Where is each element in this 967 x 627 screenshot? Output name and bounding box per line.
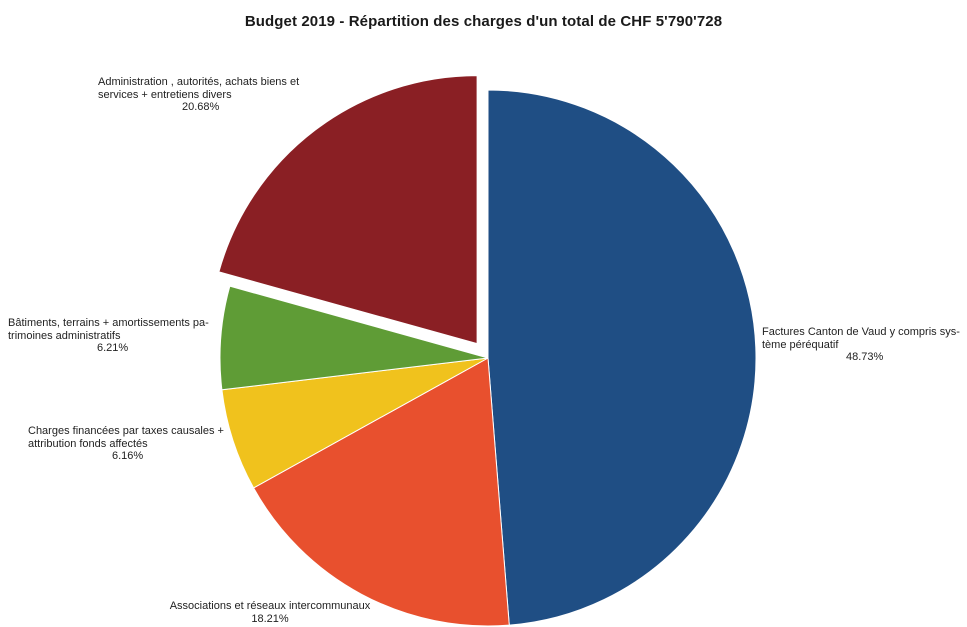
pie-slice-batiments	[219, 285, 489, 391]
pie-slice-associations	[252, 357, 510, 627]
pie-slice-administration	[218, 75, 478, 345]
pie-slice-canton-vaud	[487, 89, 757, 626]
slice-label-line: Factures Canton de Vaud y compris sys-	[762, 326, 960, 338]
slice-label-line: Charges financées par taxes causales +	[28, 425, 224, 437]
slice-label-line: Bâtiments, terrains + amortissements pa-	[8, 317, 209, 329]
slice-label-line: services + entretiens divers	[98, 88, 232, 101]
slice-label-canton-vaud: Factures Canton de Vaud y compris sys- t…	[762, 326, 962, 364]
slice-percent: 18.21%	[251, 612, 289, 625]
slice-label-line: attribution fonds affectés	[28, 437, 148, 450]
slice-percent: 6.21%	[97, 342, 129, 354]
slice-percent: 48.73%	[846, 351, 884, 363]
slice-percent: 6.16%	[112, 450, 144, 462]
slice-label-associations: Associations et réseaux intercommunaux 1…	[150, 600, 390, 625]
slice-label-line: Associations et réseaux intercommunaux	[169, 600, 371, 612]
slice-label-line: trimoines administratifs	[8, 329, 121, 342]
slice-label-line: tème péréquatif	[762, 338, 839, 351]
slice-label-taxes-causales: Charges financées par taxes causales + a…	[28, 425, 238, 463]
slice-percent: 20.68%	[182, 101, 220, 113]
slice-label-administration: Administration , autorités, achats biens…	[98, 76, 318, 114]
slice-label-line: Administration , autorités, achats biens…	[98, 76, 300, 88]
chart-title: Budget 2019 - Répartition des charges d'…	[244, 13, 723, 30]
slice-label-batiments: Bâtiments, terrains + amortissements pa-…	[8, 317, 223, 355]
